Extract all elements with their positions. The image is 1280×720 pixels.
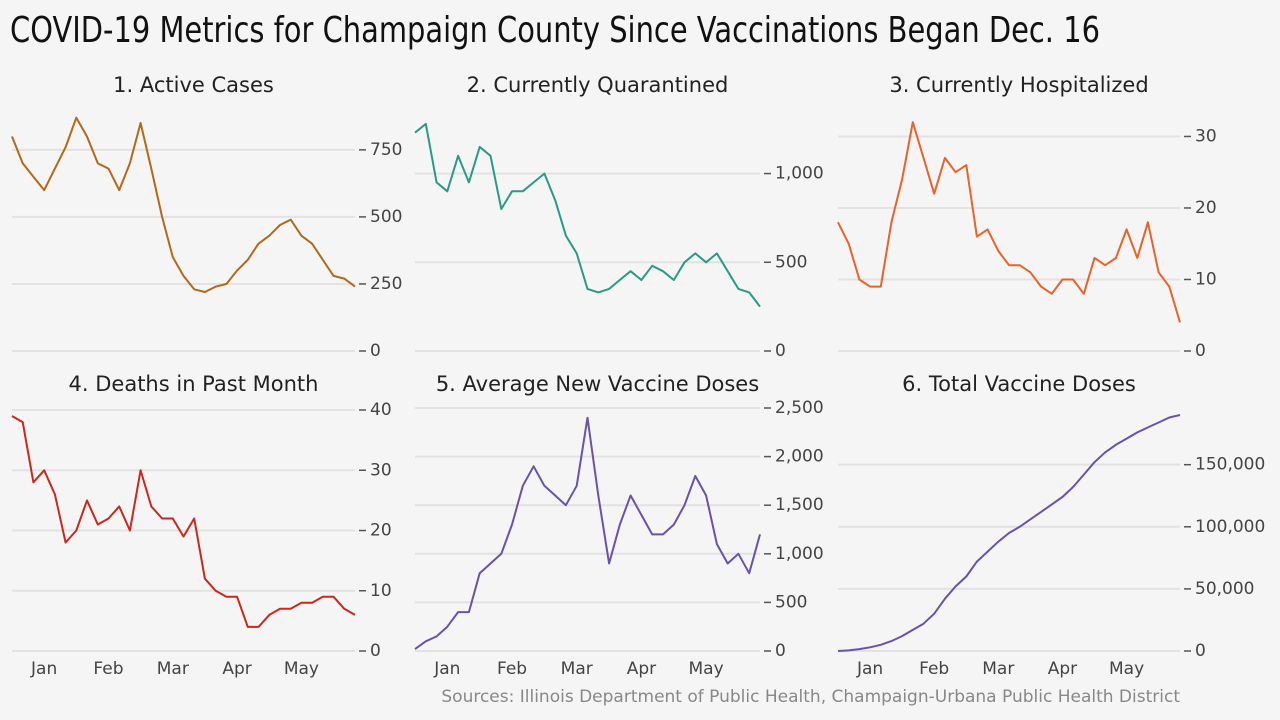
panel-title: 5. Average New Vaccine Doses (436, 372, 759, 396)
y-tick-label: 30 (1195, 126, 1217, 146)
x-tick-label: May (1109, 659, 1144, 679)
y-tick-label: 0 (1195, 341, 1206, 361)
data-line (414, 416, 761, 650)
y-tick-label: 500 (370, 207, 402, 227)
y-tick-label: 0 (370, 341, 381, 361)
data-line (837, 414, 1181, 652)
data-line (837, 121, 1181, 323)
x-tick-label: Apr (222, 659, 251, 679)
y-tick-label: 1,000 (775, 164, 824, 184)
x-tick-label: Jan (856, 659, 883, 679)
source: Sources: Illinois Department of Public H… (441, 687, 1180, 707)
x-tick-label: Mar (982, 659, 1014, 679)
y-tick-label: 150,000 (1195, 455, 1265, 475)
data-line (414, 122, 761, 308)
panel-title: 2. Currently Quarantined (467, 73, 729, 97)
y-tick-label: 750 (370, 140, 402, 160)
y-tick-label: 1,000 (775, 544, 824, 564)
x-tick-label: Jan (433, 659, 460, 679)
y-tick-label: 40 (370, 400, 392, 420)
panel-title: 6. Total Vaccine Doses (902, 372, 1136, 396)
x-tick-label: Apr (1048, 659, 1077, 679)
y-tick-label: 10 (1195, 269, 1217, 289)
y-tick-label: 2,500 (775, 398, 824, 418)
y-tick-label: 10 (370, 581, 392, 601)
x-tick-label: Feb (919, 659, 949, 679)
x-tick-label: Jan (30, 659, 57, 679)
y-tick-label: 20 (370, 521, 392, 541)
panel-title: 3. Currently Hospitalized (889, 73, 1148, 97)
y-tick-label: 20 (1195, 198, 1217, 218)
y-tick-label: 500 (775, 252, 807, 272)
x-tick-label: Apr (627, 659, 656, 679)
y-tick-label: 0 (775, 341, 786, 361)
y-tick-label: 2,000 (775, 447, 824, 467)
panel-title: 4. Deaths in Past Month (69, 372, 319, 396)
panel-title: 1. Active Cases (113, 73, 274, 97)
x-tick-label: Mar (157, 659, 189, 679)
x-tick-label: May (284, 659, 319, 679)
y-tick-label: 100,000 (1195, 517, 1265, 537)
data-line (11, 116, 356, 293)
y-tick-label: 1,500 (775, 495, 824, 515)
y-tick-label: 0 (1195, 641, 1206, 661)
y-tick-label: 0 (775, 641, 786, 661)
y-tick-label: 30 (370, 460, 392, 480)
data-line (11, 415, 356, 628)
x-tick-label: Feb (93, 659, 123, 679)
main-title: COVID-19 Metrics for Champaign County Si… (10, 10, 1100, 51)
y-tick-label: 500 (775, 592, 807, 612)
x-tick-label: Mar (561, 659, 593, 679)
y-tick-label: 50,000 (1195, 579, 1254, 599)
x-tick-label: May (689, 659, 724, 679)
y-tick-label: 0 (370, 641, 381, 661)
x-tick-label: Feb (497, 659, 527, 679)
y-tick-label: 250 (370, 274, 402, 294)
